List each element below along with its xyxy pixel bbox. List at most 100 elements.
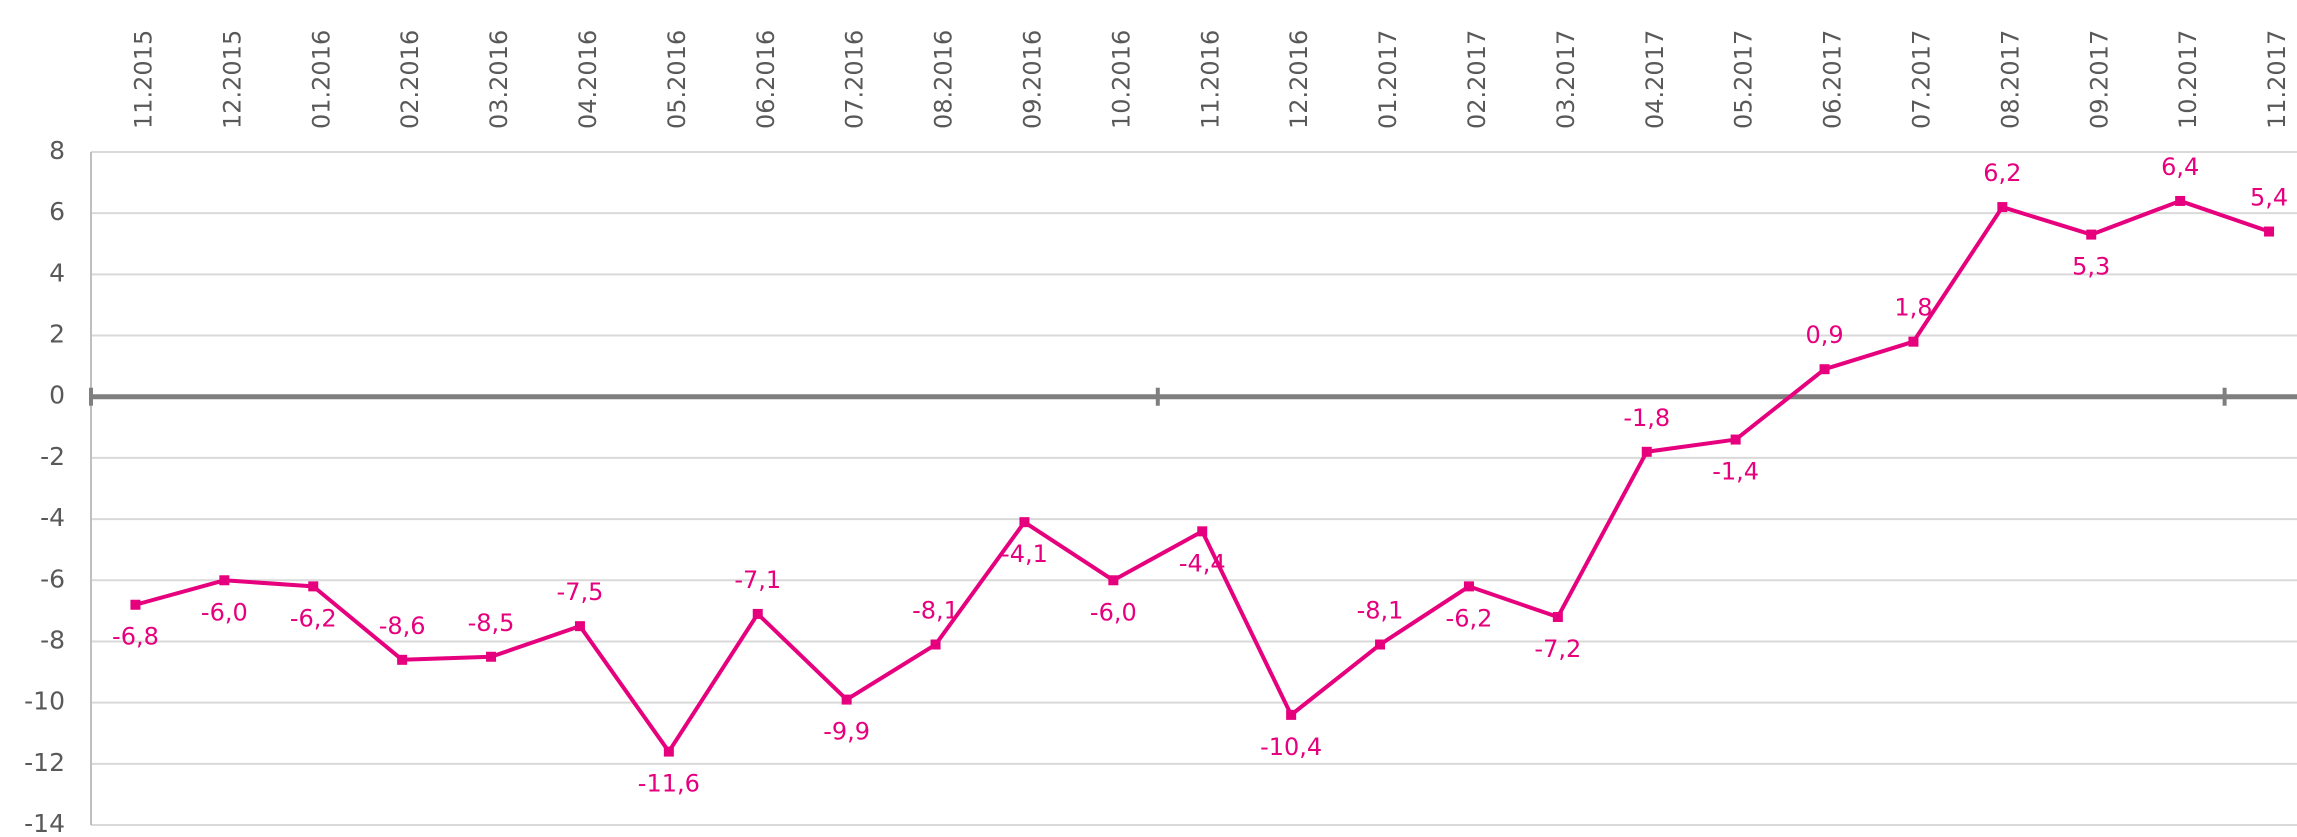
data-label: -10,4 [1260,733,1322,761]
data-label: 6,2 [1983,159,2021,187]
x-tick: 01.2016 [307,30,335,129]
x-tick-label: 06.2016 [752,30,780,129]
x-tick-label: 08.2017 [1996,30,2024,129]
data-label: 1,8 [1894,294,1932,322]
point [2175,195,2186,206]
x-tick-label: 11.2016 [1196,30,1224,129]
x-tick-label: 09.2016 [1018,30,1046,129]
point [1286,709,1297,720]
point [574,621,585,632]
x-tick: 04.2017 [1641,30,1669,129]
y-tick-label: 8 [49,136,65,165]
x-tick-label: 05.2016 [663,30,691,129]
x-tick: 12.2015 [218,30,246,129]
x-tick-label: 01.2016 [307,30,335,129]
data-label: -4,1 [1001,540,1048,568]
point [2086,229,2097,240]
x-tick-label: 11.2015 [129,30,157,129]
x-tick-label: 02.2017 [1463,30,1491,129]
x-tick: 07.2016 [841,30,869,129]
data-label: -7,2 [1534,635,1581,663]
x-tick-label: 01.2017 [1374,30,1402,129]
x-tick: 11.2016 [1196,30,1224,129]
x-tick-label: 03.2016 [485,30,513,129]
point [930,639,941,650]
x-tick-label: 12.2015 [218,30,246,129]
data-label: -7,1 [734,566,781,594]
y-tick-label: 4 [49,258,65,287]
x-tick: 08.2017 [1996,30,2024,129]
y-tick-label: -12 [24,748,65,777]
data-label: 5,4 [2250,184,2288,212]
y-tick-label: -10 [24,687,65,716]
x-tick: 03.2017 [1552,30,1580,129]
x-tick-label: 06.2017 [1819,30,1847,129]
data-label: -8,1 [912,597,959,625]
x-tick: 01.2017 [1374,30,1402,129]
point [752,608,763,619]
data-label: -6,0 [1090,598,1137,626]
point [1019,517,1030,528]
point [486,651,497,662]
point [2264,226,2275,237]
x-tick: 09.2016 [1018,30,1046,129]
x-tick-label: 10.2016 [1107,30,1135,129]
x-tick-label: 09.2017 [2085,30,2113,129]
x-tick: 12.2016 [1285,30,1313,129]
x-tick-label: 12.2016 [1285,30,1313,129]
point [1641,446,1652,457]
data-label: -8,5 [468,609,515,637]
x-tick-label: 02.2016 [396,30,424,129]
y-tick-label: -8 [40,625,65,654]
point [841,694,852,705]
x-tick: 08.2016 [930,30,958,129]
point [663,746,674,757]
x-tick: 11.2015 [129,30,157,129]
point [1908,336,1919,347]
data-label: -6,2 [290,604,337,632]
point [1997,202,2008,213]
data-label: -1,8 [1623,404,1670,432]
data-label: 0,9 [1805,321,1843,349]
data-label: -6,0 [201,598,248,626]
point [397,654,408,665]
line [134,198,2270,754]
x-tick: 07.2017 [1907,30,1935,129]
x-tick: 06.2016 [752,30,780,129]
data-label: -8,1 [1357,597,1404,625]
point [219,575,230,586]
x-tick-label: 07.2017 [1907,30,1935,129]
data-label: -11,6 [638,770,700,798]
x-tick: 03.2016 [485,30,513,129]
point [308,581,319,592]
x-tick: 10.2016 [1107,30,1135,129]
data-label: 6,4 [2161,153,2199,181]
data-label: -6,2 [1446,604,1493,632]
x-tick-label: 10.2017 [2174,30,2202,129]
point [1375,639,1386,650]
point [1552,611,1563,622]
x-tick: 09.2017 [2085,30,2113,129]
x-tick-label: 08.2016 [930,30,958,129]
y-tick-label: 2 [49,320,65,349]
point [130,599,141,610]
x-tick: 04.2016 [574,30,602,129]
x-tick-label: 03.2017 [1552,30,1580,129]
x-tick: 06.2017 [1819,30,1847,129]
data-label: -8,6 [379,612,426,640]
x-tick: 05.2017 [1730,30,1758,129]
x-tick: 02.2016 [396,30,424,129]
data-label: 5,3 [2072,253,2110,281]
y-tick-label: 0 [49,381,65,410]
y-tick-label: -6 [40,564,65,593]
data-label: -6,8 [112,623,159,651]
data-label: -7,5 [557,578,604,606]
x-tick: 10.2017 [2174,30,2202,129]
point [1463,581,1474,592]
x-tick-label: 04.2016 [574,30,602,129]
data-label: -4,4 [1179,549,1226,577]
y-tick-label: -4 [40,503,65,532]
x-tick: 11.2017 [2263,30,2291,129]
x-tick-label: 05.2017 [1730,30,1758,129]
